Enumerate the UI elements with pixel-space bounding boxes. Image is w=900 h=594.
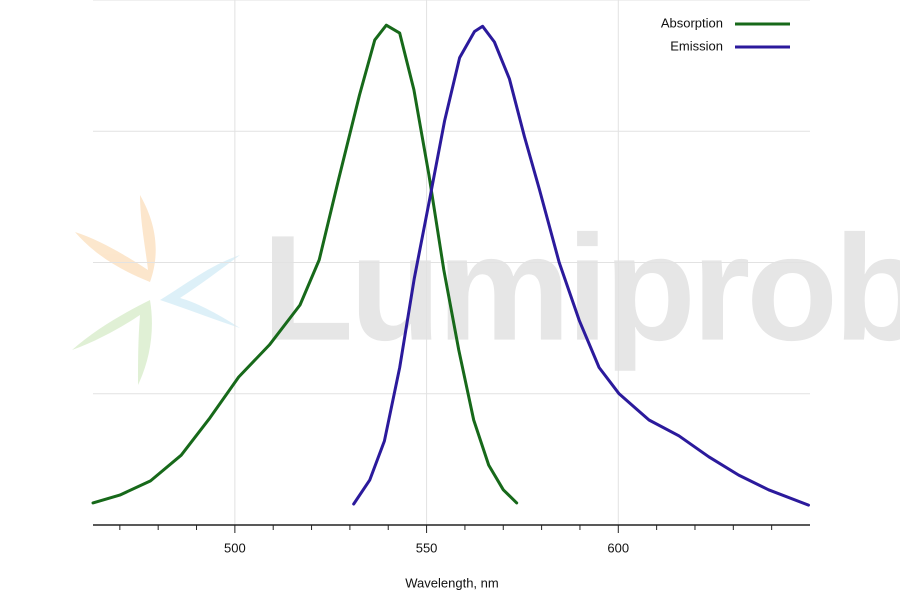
x-tick-label: 600 <box>607 540 629 555</box>
watermark-logo <box>72 195 240 385</box>
x-tick-label: 500 <box>224 540 246 555</box>
series-line <box>91 23 519 505</box>
series-line <box>352 24 810 507</box>
x-axis-label: Wavelength, nm <box>405 575 498 590</box>
watermark: Lumiprobe <box>262 204 900 372</box>
legend-label: Emission <box>670 38 723 53</box>
x-tick-label: 550 <box>416 540 438 555</box>
legend-label: Absorption <box>661 15 723 30</box>
